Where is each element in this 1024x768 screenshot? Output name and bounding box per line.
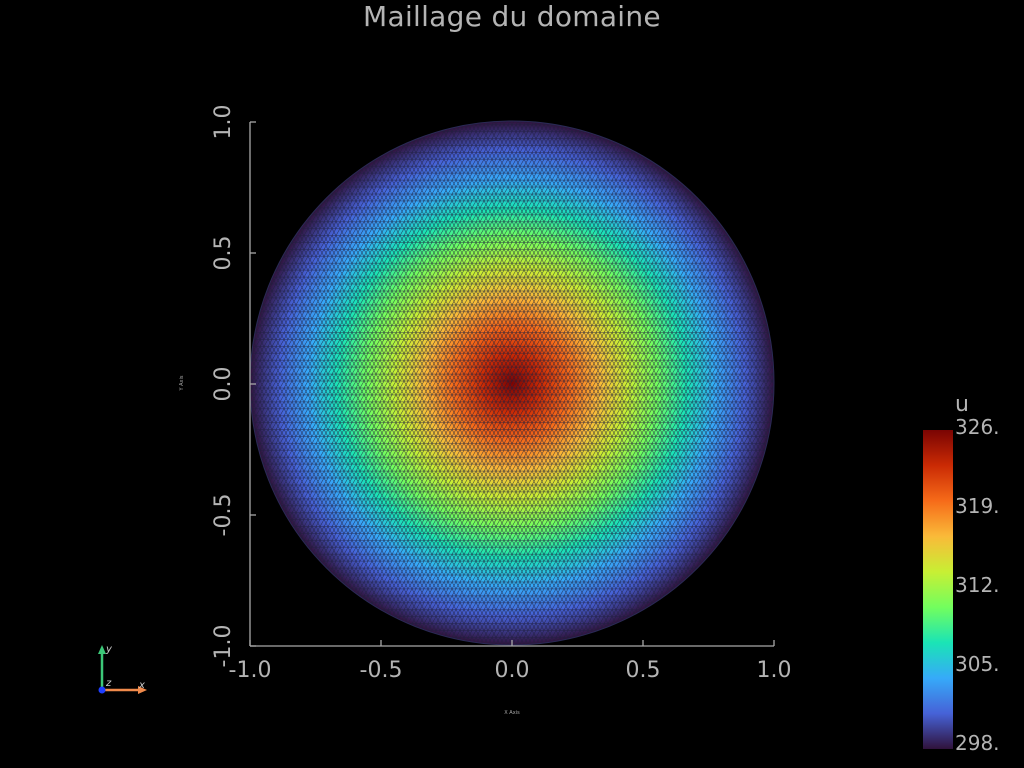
- scalar-bar-label: 326.: [955, 415, 1000, 439]
- orientation-z-label: z: [105, 678, 112, 689]
- y-axis-title: Y Axis: [179, 375, 185, 391]
- orientation-axes: y x z: [98, 644, 147, 694]
- x-tick-label: 0.5: [626, 658, 661, 683]
- scalar-bar-label: 312.: [955, 573, 1000, 597]
- orientation-x-head: [138, 686, 147, 694]
- scalar-bar-labels: 326. 319. 312. 305. 298.: [955, 415, 1000, 755]
- scalar-bar-label: 305.: [955, 652, 1000, 676]
- triangle-mesh: [250, 121, 774, 645]
- orientation-x-label: x: [138, 680, 145, 691]
- y-tick-label: -1.0: [211, 625, 236, 668]
- x-tick-label: 0.0: [495, 658, 530, 683]
- orientation-z-dot: [98, 686, 106, 694]
- x-tick-label: -1.0: [229, 658, 272, 683]
- orientation-y-label: y: [105, 644, 113, 655]
- x-tick-label: -0.5: [360, 658, 403, 683]
- y-tick-label: 0.5: [211, 236, 236, 271]
- orientation-y-head: [98, 645, 106, 654]
- y-tick-label: -0.5: [211, 494, 236, 537]
- y-tick-label: 1.0: [211, 105, 236, 140]
- x-axis-title: X Axis: [504, 710, 520, 716]
- scalar-bar: u 326. 319. 312. 305. 298.: [923, 392, 1000, 755]
- plot-title: Maillage du domaine: [363, 0, 661, 33]
- x-tick-label: 1.0: [757, 658, 792, 683]
- scalar-bar-label: 298.: [955, 731, 1000, 755]
- scalar-bar-title: u: [955, 392, 969, 417]
- x-ticks: -1.0 -0.5 0.0 0.5 1.0: [229, 640, 792, 683]
- scalar-bar-label: 319.: [955, 494, 1000, 518]
- scalar-bar-ramp: [923, 430, 953, 749]
- mesh-disk: [249, 120, 775, 646]
- y-ticks: -1.0 -0.5 0.0 0.5 1.0: [211, 105, 256, 668]
- y-tick-label: 0.0: [211, 367, 236, 402]
